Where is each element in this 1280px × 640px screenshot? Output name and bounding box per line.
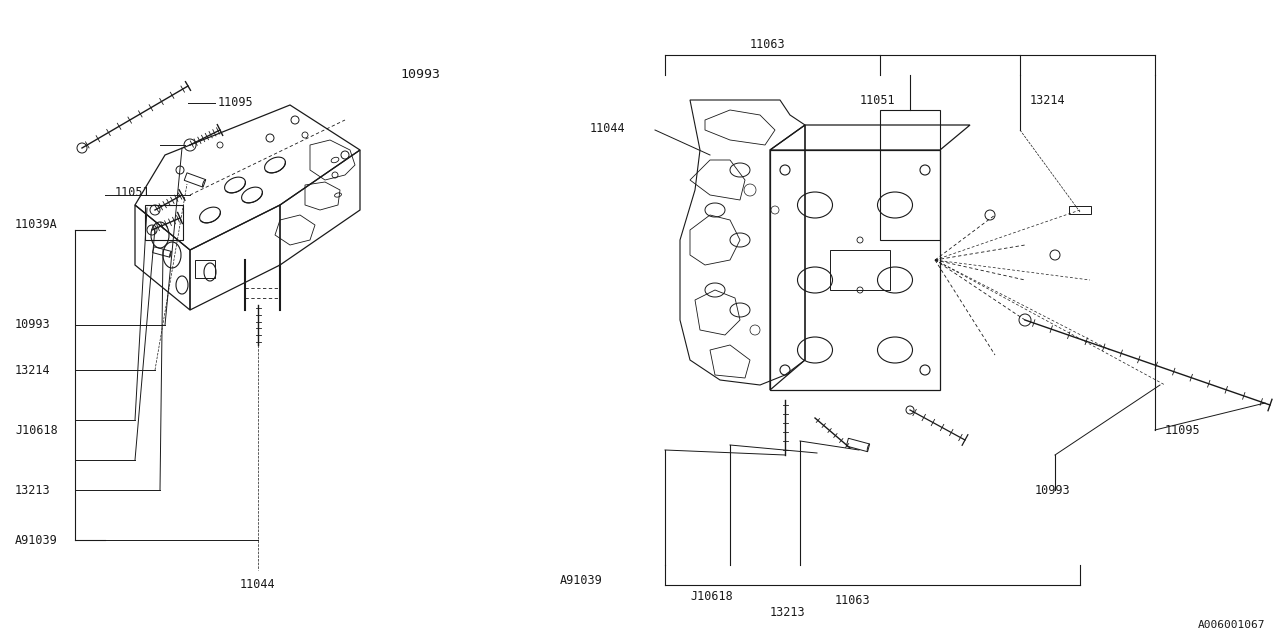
Text: 11044: 11044 xyxy=(590,122,626,134)
Bar xyxy=(195,260,215,278)
Text: A91039: A91039 xyxy=(561,573,603,586)
Text: 11051: 11051 xyxy=(860,93,896,106)
Bar xyxy=(145,205,183,240)
Text: 13213: 13213 xyxy=(771,605,805,618)
Text: 11039A: 11039A xyxy=(15,218,58,232)
Text: A006001067: A006001067 xyxy=(1198,620,1265,630)
Text: 11063: 11063 xyxy=(750,38,786,51)
Text: 10993: 10993 xyxy=(399,68,440,81)
Text: 10993: 10993 xyxy=(15,319,51,332)
Text: 10993: 10993 xyxy=(1036,483,1070,497)
Text: 11063: 11063 xyxy=(835,593,870,607)
Bar xyxy=(829,250,890,290)
Text: 11095: 11095 xyxy=(1165,424,1201,436)
Bar xyxy=(881,110,940,240)
Text: A91039: A91039 xyxy=(15,534,58,547)
Text: 13213: 13213 xyxy=(15,483,51,497)
Text: J10618: J10618 xyxy=(15,424,58,436)
Text: 11044: 11044 xyxy=(241,579,275,591)
Text: 11051: 11051 xyxy=(115,186,151,198)
Text: 13214: 13214 xyxy=(1030,93,1066,106)
Text: 11095: 11095 xyxy=(218,97,253,109)
Text: 13214: 13214 xyxy=(15,364,51,376)
Text: J10618: J10618 xyxy=(690,591,732,604)
